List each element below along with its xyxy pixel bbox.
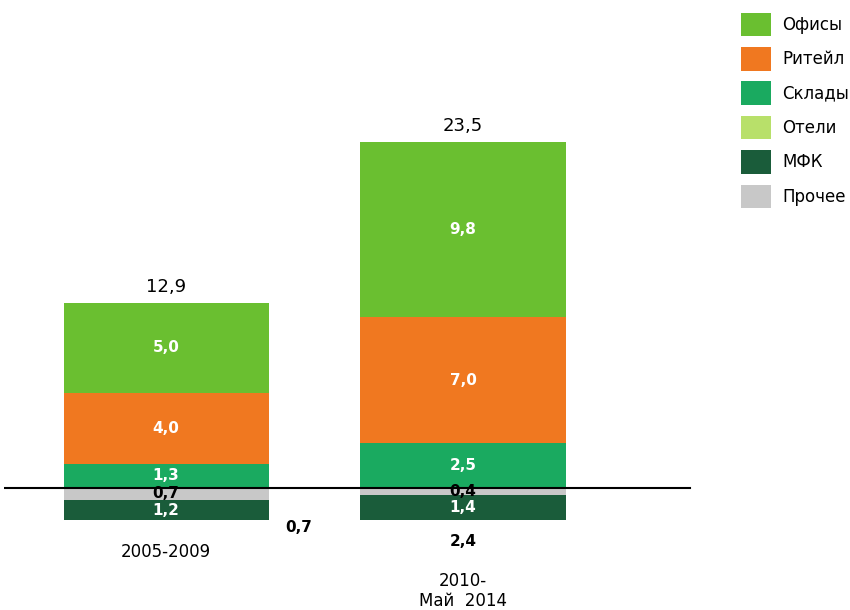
Bar bbox=[360, 142, 565, 317]
Text: 2005-2009: 2005-2009 bbox=[121, 543, 211, 561]
Text: 0,4: 0,4 bbox=[450, 484, 477, 498]
Text: 2,4: 2,4 bbox=[450, 534, 477, 549]
Bar bbox=[360, 487, 565, 495]
Text: 1,3: 1,3 bbox=[153, 468, 179, 483]
Bar bbox=[360, 495, 565, 520]
Text: 7,0: 7,0 bbox=[450, 373, 477, 387]
Legend: Офисы, Ритейл, Склады, Отели, МФК, Прочее: Офисы, Ритейл, Склады, Отели, МФК, Проче… bbox=[741, 12, 849, 208]
Bar bbox=[360, 443, 565, 487]
Text: 0,7: 0,7 bbox=[285, 520, 312, 536]
Bar bbox=[64, 500, 269, 522]
Bar bbox=[360, 520, 565, 562]
Text: 2,5: 2,5 bbox=[450, 458, 477, 473]
Text: 2010-
Май  2014: 2010- Май 2014 bbox=[419, 572, 507, 610]
Text: 4,0: 4,0 bbox=[153, 421, 179, 436]
Text: 9,8: 9,8 bbox=[450, 222, 477, 237]
Bar bbox=[64, 393, 269, 464]
Bar bbox=[64, 464, 269, 487]
Text: 1,4: 1,4 bbox=[450, 500, 477, 515]
Text: 5,0: 5,0 bbox=[153, 340, 179, 356]
Bar bbox=[360, 317, 565, 443]
Bar bbox=[64, 303, 269, 393]
Bar bbox=[64, 522, 269, 534]
Text: 23,5: 23,5 bbox=[443, 117, 483, 135]
Text: 12,9: 12,9 bbox=[146, 278, 186, 296]
Text: 1,2: 1,2 bbox=[153, 503, 179, 518]
Text: 0,7: 0,7 bbox=[153, 486, 179, 501]
Bar bbox=[64, 487, 269, 500]
